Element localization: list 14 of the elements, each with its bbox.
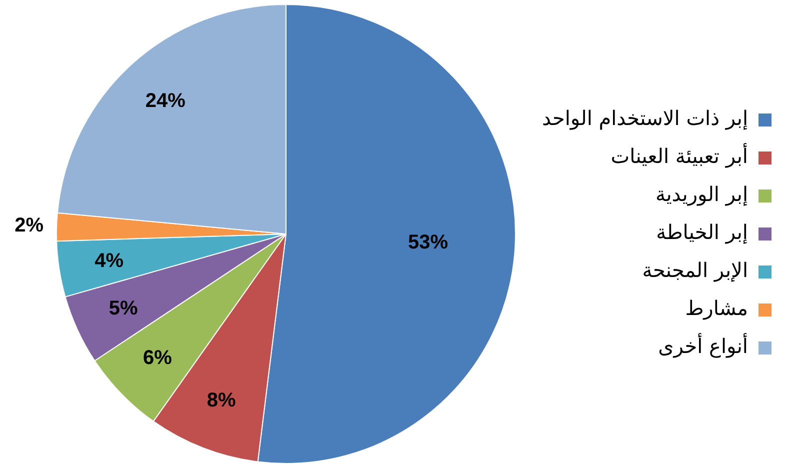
data-label: 24% [145, 90, 186, 112]
legend-label: إبر الخياطة [656, 220, 748, 244]
data-label: 53% [408, 231, 448, 254]
data-label: 6% [143, 347, 172, 370]
legend-label: إبر ذات الاستخدام الواحد [542, 106, 748, 130]
data-label: 2% [14, 214, 44, 237]
legend-label: إبر الوريدية [655, 182, 748, 206]
legend-label: الإبر المجنحة [642, 258, 748, 282]
legend-label: أبر تعبيئة العينات [610, 143, 748, 168]
data-label: 8% [206, 389, 236, 412]
data-label: 4% [94, 250, 124, 272]
legend-label: أنواع أخرى [658, 333, 748, 358]
legend-label: مشارط [685, 296, 748, 320]
data-label: 5% [108, 297, 138, 320]
